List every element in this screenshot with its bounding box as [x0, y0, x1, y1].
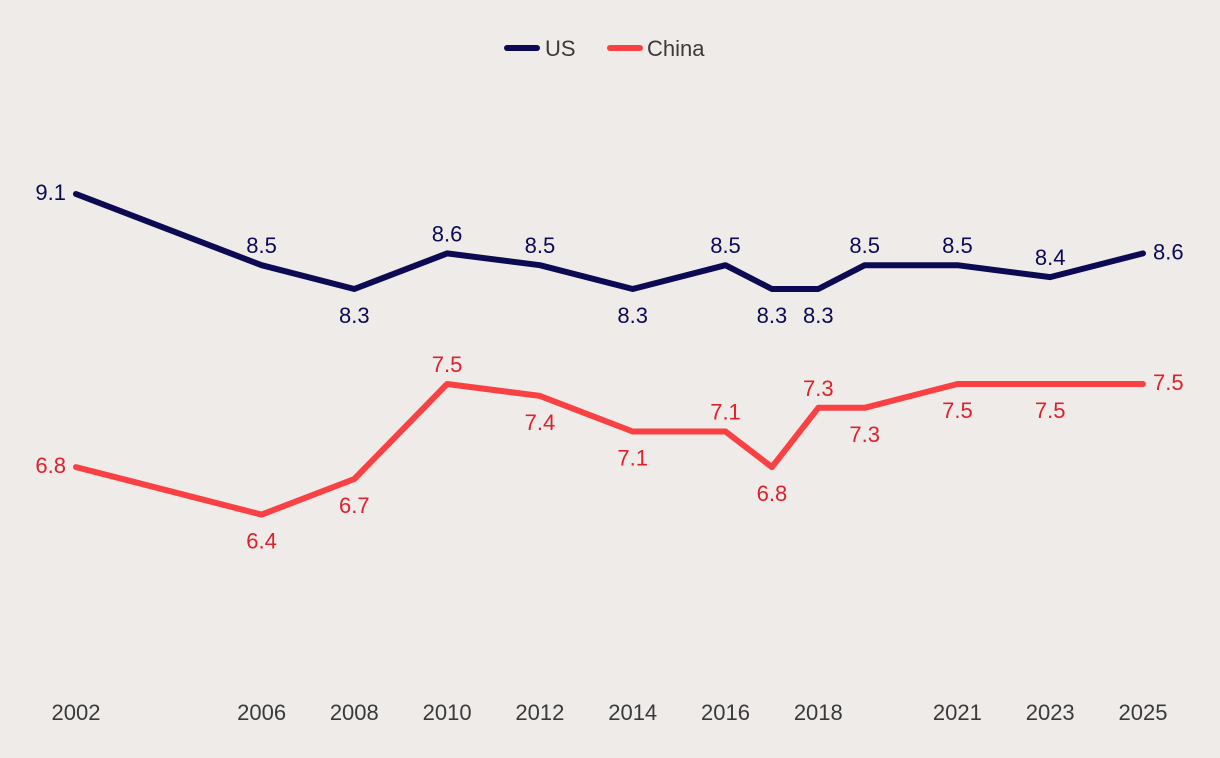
x-tick-label: 2014: [608, 700, 657, 725]
data-label-china: 6.7: [339, 493, 370, 518]
x-tick-label: 2018: [794, 700, 843, 725]
data-label-china: 7.4: [525, 410, 556, 435]
data-label-china: 7.3: [803, 376, 834, 401]
data-label-us: 8.3: [803, 303, 834, 328]
series-line-us: [73, 191, 1146, 292]
data-label-us: 8.6: [432, 221, 463, 246]
data-label-china: 7.5: [1035, 398, 1066, 423]
data-label-china: 6.8: [757, 481, 788, 506]
data-label-us: 8.4: [1035, 245, 1066, 270]
data-label-china: 7.1: [710, 400, 741, 425]
x-tick-label: 2021: [933, 700, 982, 725]
data-label-us: 8.3: [757, 303, 788, 328]
data-label-us: 8.5: [710, 233, 741, 258]
data-label-china: 7.5: [432, 352, 463, 377]
x-tick-label: 2012: [515, 700, 564, 725]
data-label-china: 7.1: [617, 446, 648, 471]
x-axis: 2002 2006 2008 2010 2012 2014 2016 2018 2021 2023…: [52, 700, 1168, 725]
data-label-us: 8.6: [1153, 239, 1184, 264]
x-tick-label: 2023: [1026, 700, 1075, 725]
data-label-us: 8.5: [525, 233, 556, 258]
data-label-us: 8.5: [942, 233, 973, 258]
x-tick-label: 2010: [423, 700, 472, 725]
legend-label-china: China: [647, 36, 705, 61]
data-label-us: 8.3: [339, 303, 370, 328]
data-label-us: 9.1: [35, 180, 66, 205]
series-line-china: [73, 381, 1146, 518]
data-label-us: 8.3: [617, 303, 648, 328]
x-tick-label: 2016: [701, 700, 750, 725]
series-layer: [73, 191, 1146, 518]
legend-label-us: US: [545, 36, 576, 61]
data-label-china: 7.5: [942, 398, 973, 423]
legend: US China: [504, 36, 705, 61]
data-label-china: 6.8: [35, 453, 66, 478]
data-label-china: 6.4: [246, 529, 277, 554]
data-label-china: 7.5: [1153, 370, 1184, 395]
data-label-us: 8.5: [849, 233, 880, 258]
x-tick-label: 2008: [330, 700, 379, 725]
data-label-us: 8.5: [246, 233, 277, 258]
x-tick-label: 2025: [1119, 700, 1168, 725]
x-tick-label: 2002: [52, 700, 101, 725]
x-tick-label: 2006: [237, 700, 286, 725]
data-labels: 9.1 8.5 8.3 8.6 8.5 8.3 8.5 8.3 8.3 8.5 8.5 8.4 8.6 6…: [35, 180, 1183, 554]
data-label-china: 7.3: [849, 422, 880, 447]
